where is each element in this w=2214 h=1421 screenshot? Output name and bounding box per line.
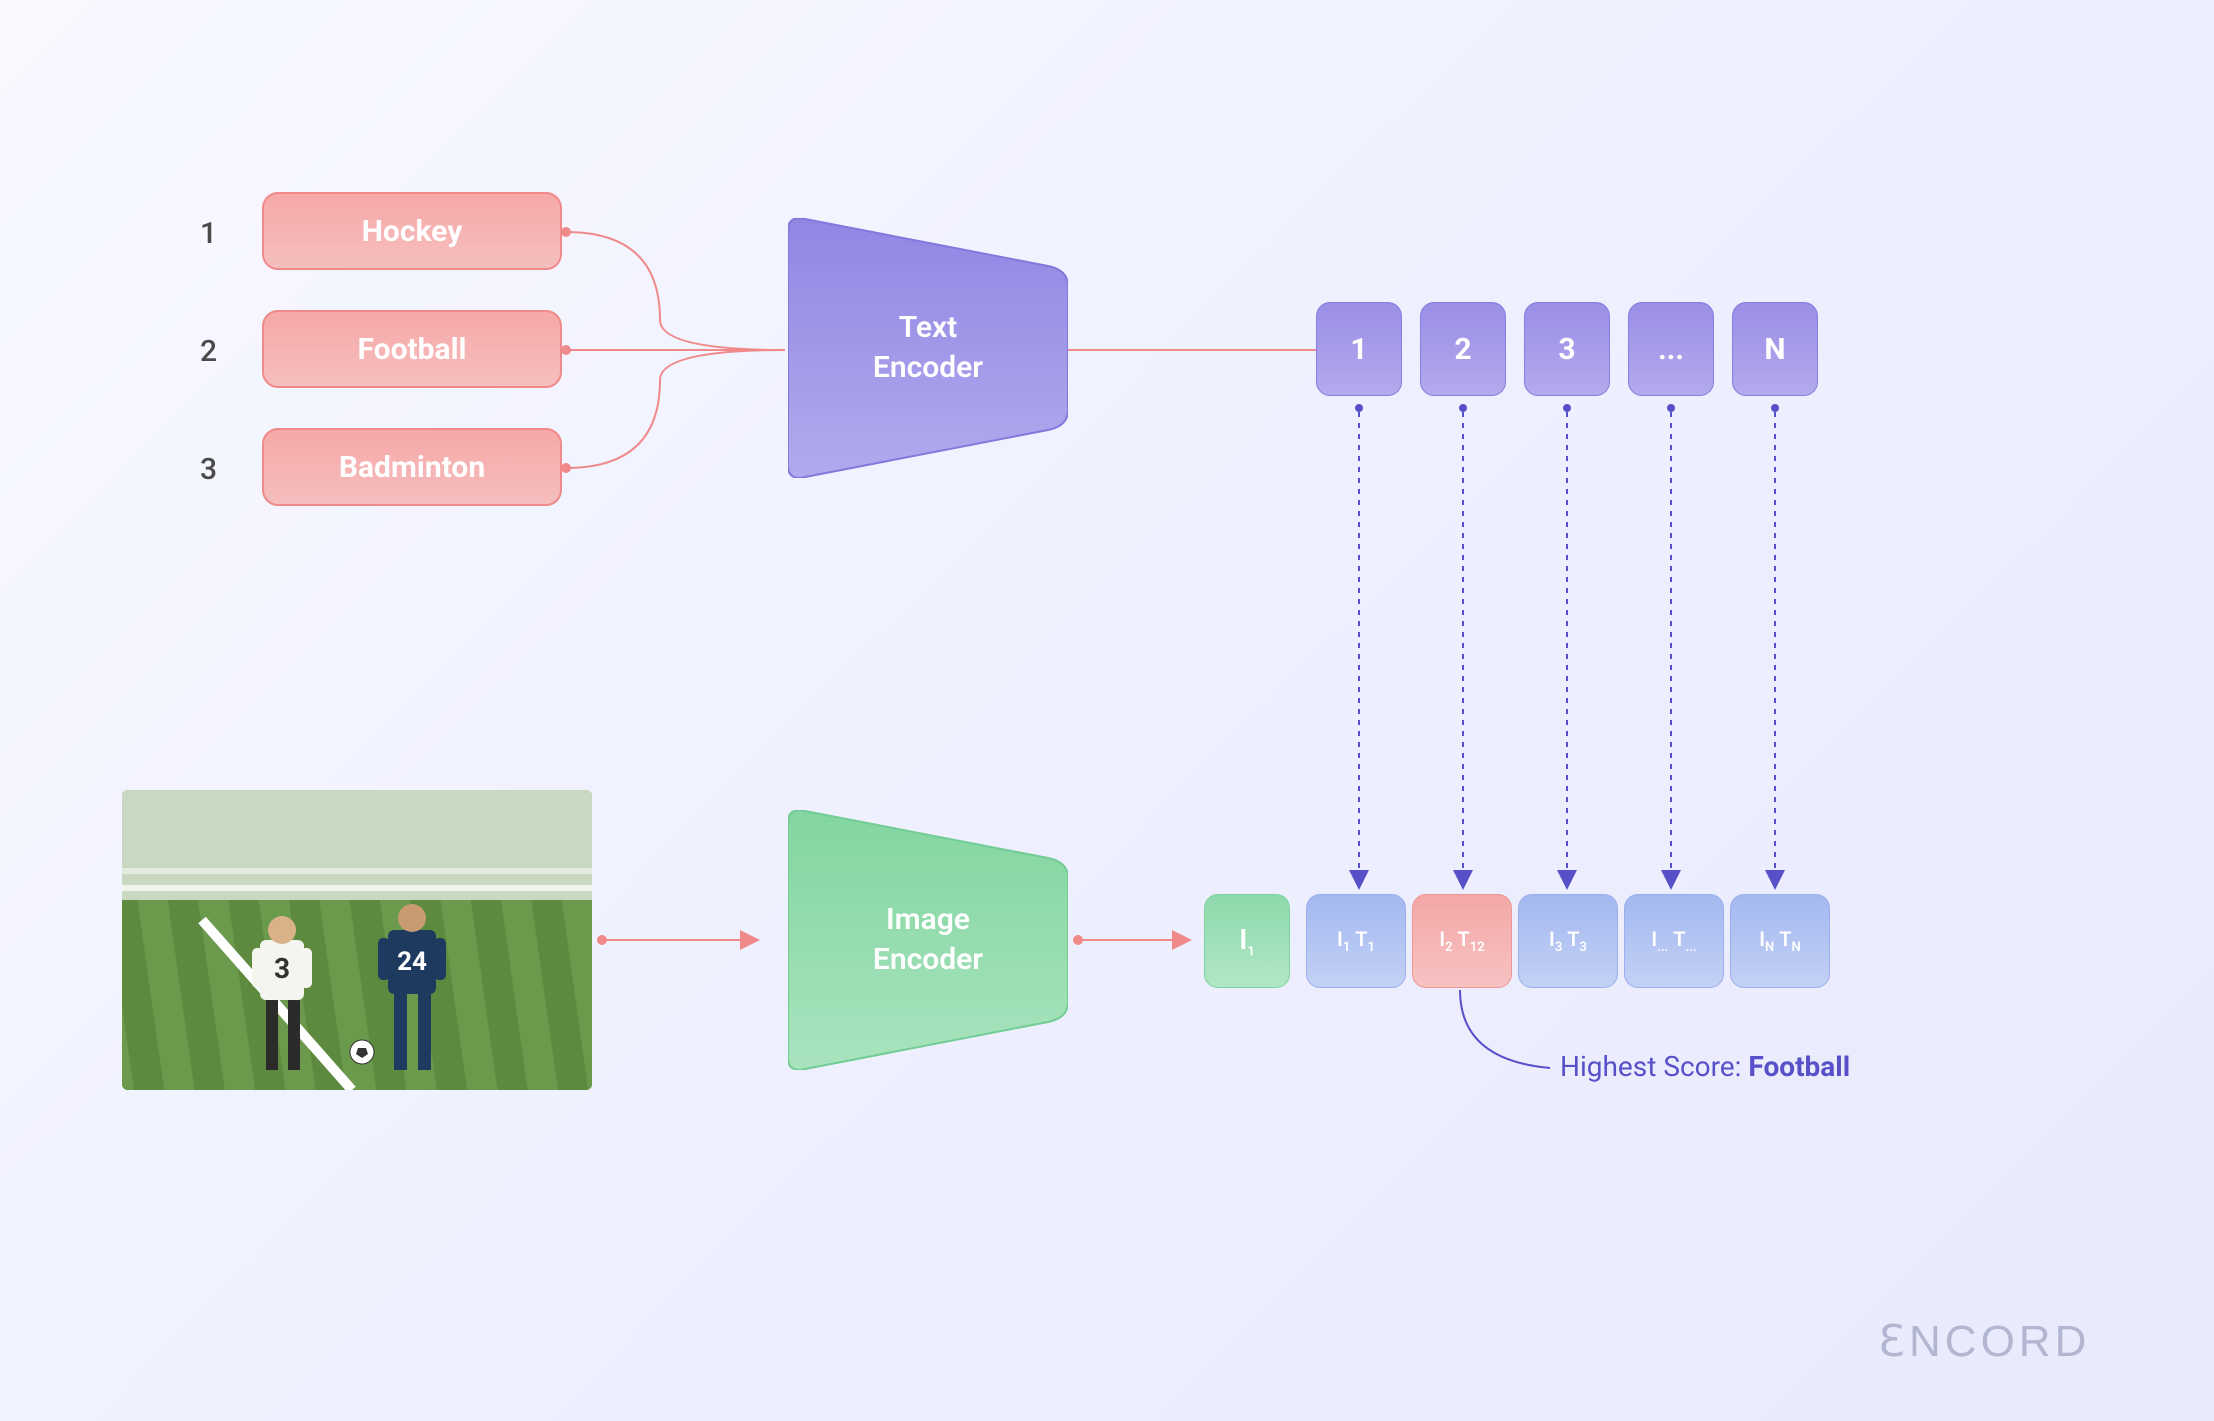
- image-to-encoder-arrow: [596, 930, 766, 950]
- input-index-3: 3: [200, 452, 217, 487]
- dashed-arrows: [1300, 400, 1840, 894]
- pill-connectors: [560, 190, 790, 520]
- text-token-3: 3: [1524, 302, 1610, 396]
- score-dots: I... T...: [1624, 894, 1724, 988]
- brand-logo: ℇNCORD: [1878, 1314, 2158, 1381]
- svg-text:ℇNCORD: ℇNCORD: [1878, 1317, 2090, 1366]
- result-connector: [1440, 990, 1560, 1080]
- text-pill-label: Football: [358, 332, 467, 367]
- image-token: I1: [1204, 894, 1290, 988]
- text-pill-hockey: Hockey: [262, 192, 562, 270]
- score-1: I1 T1: [1306, 894, 1406, 988]
- image-encoder: ImageEncoder: [788, 810, 1068, 1070]
- text-token-2: 2: [1420, 302, 1506, 396]
- text-encoder-label: TextEncoder: [873, 308, 983, 389]
- input-index-1: 1: [200, 216, 217, 251]
- text-token-1: 1: [1316, 302, 1402, 396]
- score-2-highlighted: I2 T12: [1412, 894, 1512, 988]
- text-encoder: TextEncoder: [788, 218, 1068, 478]
- score-3: I3 T3: [1518, 894, 1618, 988]
- result-text: Highest Score: Football: [1560, 1050, 1850, 1083]
- encoder-to-i1-arrow: [1072, 930, 1198, 950]
- text-pill-football: Football: [262, 310, 562, 388]
- input-image: 3 24: [122, 790, 592, 1090]
- text-token-n: N: [1732, 302, 1818, 396]
- svg-text:24: 24: [397, 947, 427, 977]
- image-encoder-label: ImageEncoder: [873, 900, 983, 981]
- text-pill-badminton: Badminton: [262, 428, 562, 506]
- svg-text:3: 3: [274, 952, 290, 985]
- encoder-to-tokens-line: [1068, 340, 1318, 360]
- text-pill-label: Hockey: [362, 214, 463, 249]
- text-token-dots: ...: [1628, 302, 1714, 396]
- input-index-2: 2: [200, 334, 217, 369]
- text-pill-label: Badminton: [339, 450, 485, 485]
- score-n: IN TN: [1730, 894, 1830, 988]
- clip-diagram: 1 2 3 Hockey Football Badminton TextEnco…: [0, 0, 2214, 1421]
